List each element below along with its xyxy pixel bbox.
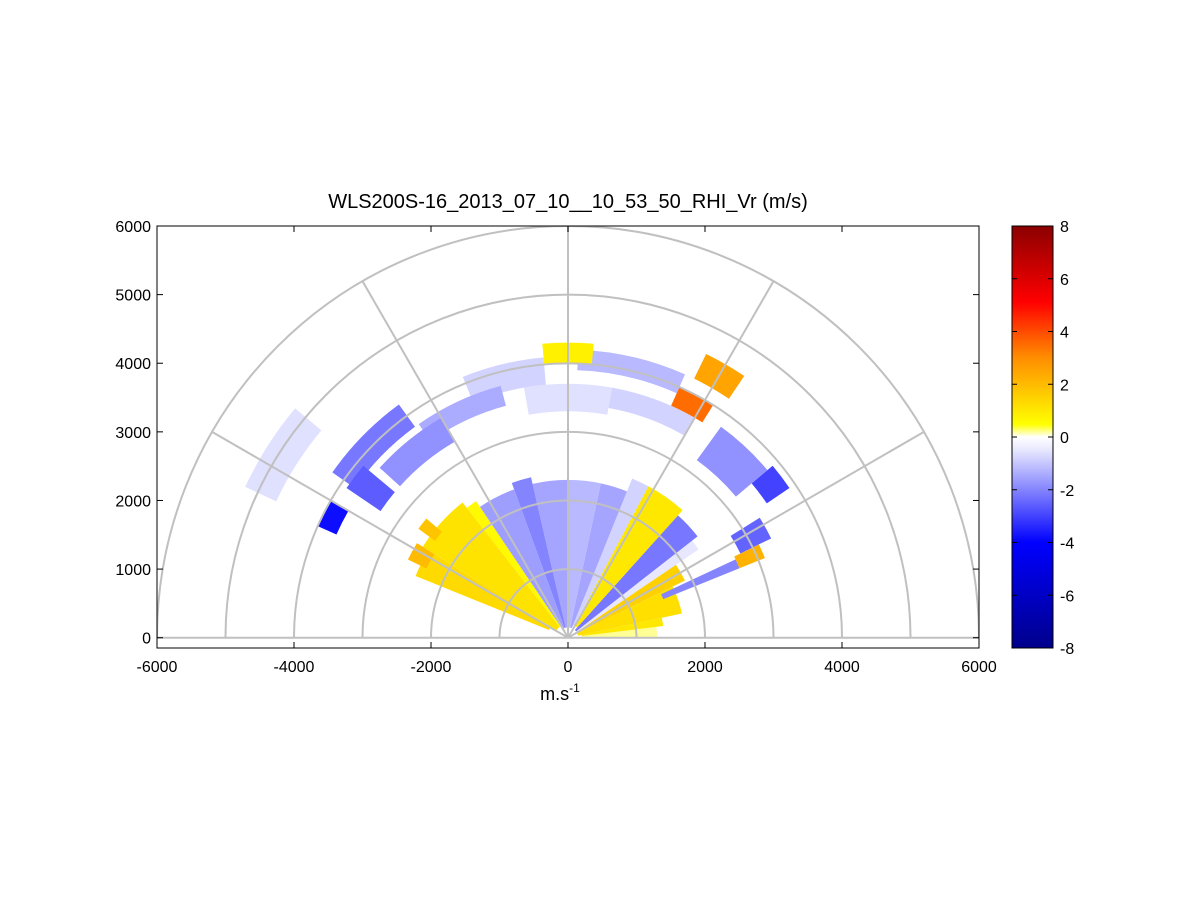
y-tick-label: 4000 xyxy=(115,356,151,373)
colorbar-tick-label: 0 xyxy=(1060,430,1069,447)
radial-line xyxy=(567,430,925,639)
plot-area: -6000 -4000 -2000 0 2000 4000 6000 0 1000 2000 300… xyxy=(115,219,996,676)
radial-line xyxy=(567,280,775,639)
x-tick-label: -6000 xyxy=(137,659,178,676)
colorbar-tick-label: 8 xyxy=(1060,219,1069,236)
colorbar-tick-label: 2 xyxy=(1060,377,1069,394)
y-tick-label: 5000 xyxy=(115,288,151,305)
radial-line xyxy=(361,280,569,639)
y-tick-label: 0 xyxy=(142,631,151,648)
velocity-sector xyxy=(661,559,740,600)
colorbar-tick-label: 6 xyxy=(1060,272,1069,289)
x-tick-label: -2000 xyxy=(411,659,452,676)
velocity-sector xyxy=(696,426,768,497)
y-tick-label: 3000 xyxy=(115,425,151,442)
velocity-sector xyxy=(568,479,601,628)
y-tick-label: 2000 xyxy=(115,493,151,510)
colorbar-ticks: 8 6 4 2 0 -2 -4 -6 -8 xyxy=(1012,219,1074,658)
x-tick-label: 4000 xyxy=(824,659,860,676)
velocity-sector xyxy=(317,500,349,535)
colorbar-tick-label: -8 xyxy=(1060,641,1074,658)
velocity-sector xyxy=(532,479,568,628)
velocity-sector xyxy=(581,617,664,637)
colorbar-tick-label: -6 xyxy=(1060,588,1074,605)
chart-title: WLS200S-16_2013_07_10__10_53_50_RHI_Vr (… xyxy=(328,191,808,213)
colorbar-tick-label: 4 xyxy=(1060,325,1069,342)
colorbar: 8 6 4 2 0 -2 -4 -6 -8 xyxy=(1011,219,1074,658)
colorbar-tick-label: -4 xyxy=(1060,536,1074,553)
velocity-sector xyxy=(577,586,682,636)
x-tick-label: 6000 xyxy=(961,659,997,676)
velocity-sector xyxy=(734,544,765,569)
velocity-sector xyxy=(511,477,566,629)
velocity-sector xyxy=(581,626,658,638)
velocity-sector xyxy=(346,465,395,512)
velocity-sector xyxy=(422,502,560,631)
colorbar-tick-label: -2 xyxy=(1060,483,1074,500)
velocity-sector xyxy=(466,501,561,627)
velocity-sector xyxy=(574,486,683,628)
x-axis-label: m.s-1 xyxy=(540,681,580,704)
svg-text:m.s-1: m.s-1 xyxy=(540,681,580,704)
radial-line xyxy=(211,430,569,639)
velocity-sector xyxy=(576,540,699,632)
x-tick-label: 2000 xyxy=(687,659,723,676)
velocity-sector xyxy=(671,386,714,423)
velocity-sector xyxy=(574,515,698,632)
velocity-sector xyxy=(570,483,628,629)
velocity-sector xyxy=(751,465,790,504)
x-tick-label: -4000 xyxy=(274,659,315,676)
axis-ticks: -6000 -4000 -2000 0 2000 4000 6000 0 1000 2000 300… xyxy=(115,219,996,676)
velocity-sector xyxy=(418,518,443,541)
y-tick-label: 6000 xyxy=(115,219,151,236)
y-tick-label: 1000 xyxy=(115,562,151,579)
x-tick-label: 0 xyxy=(564,659,573,676)
x-axis-label-base: m.s xyxy=(540,684,569,704)
velocity-sector xyxy=(379,417,455,487)
velocity-sector xyxy=(608,387,695,436)
x-axis-label-exponent: -1 xyxy=(569,681,580,695)
colorbar-gradient xyxy=(1011,225,1054,649)
